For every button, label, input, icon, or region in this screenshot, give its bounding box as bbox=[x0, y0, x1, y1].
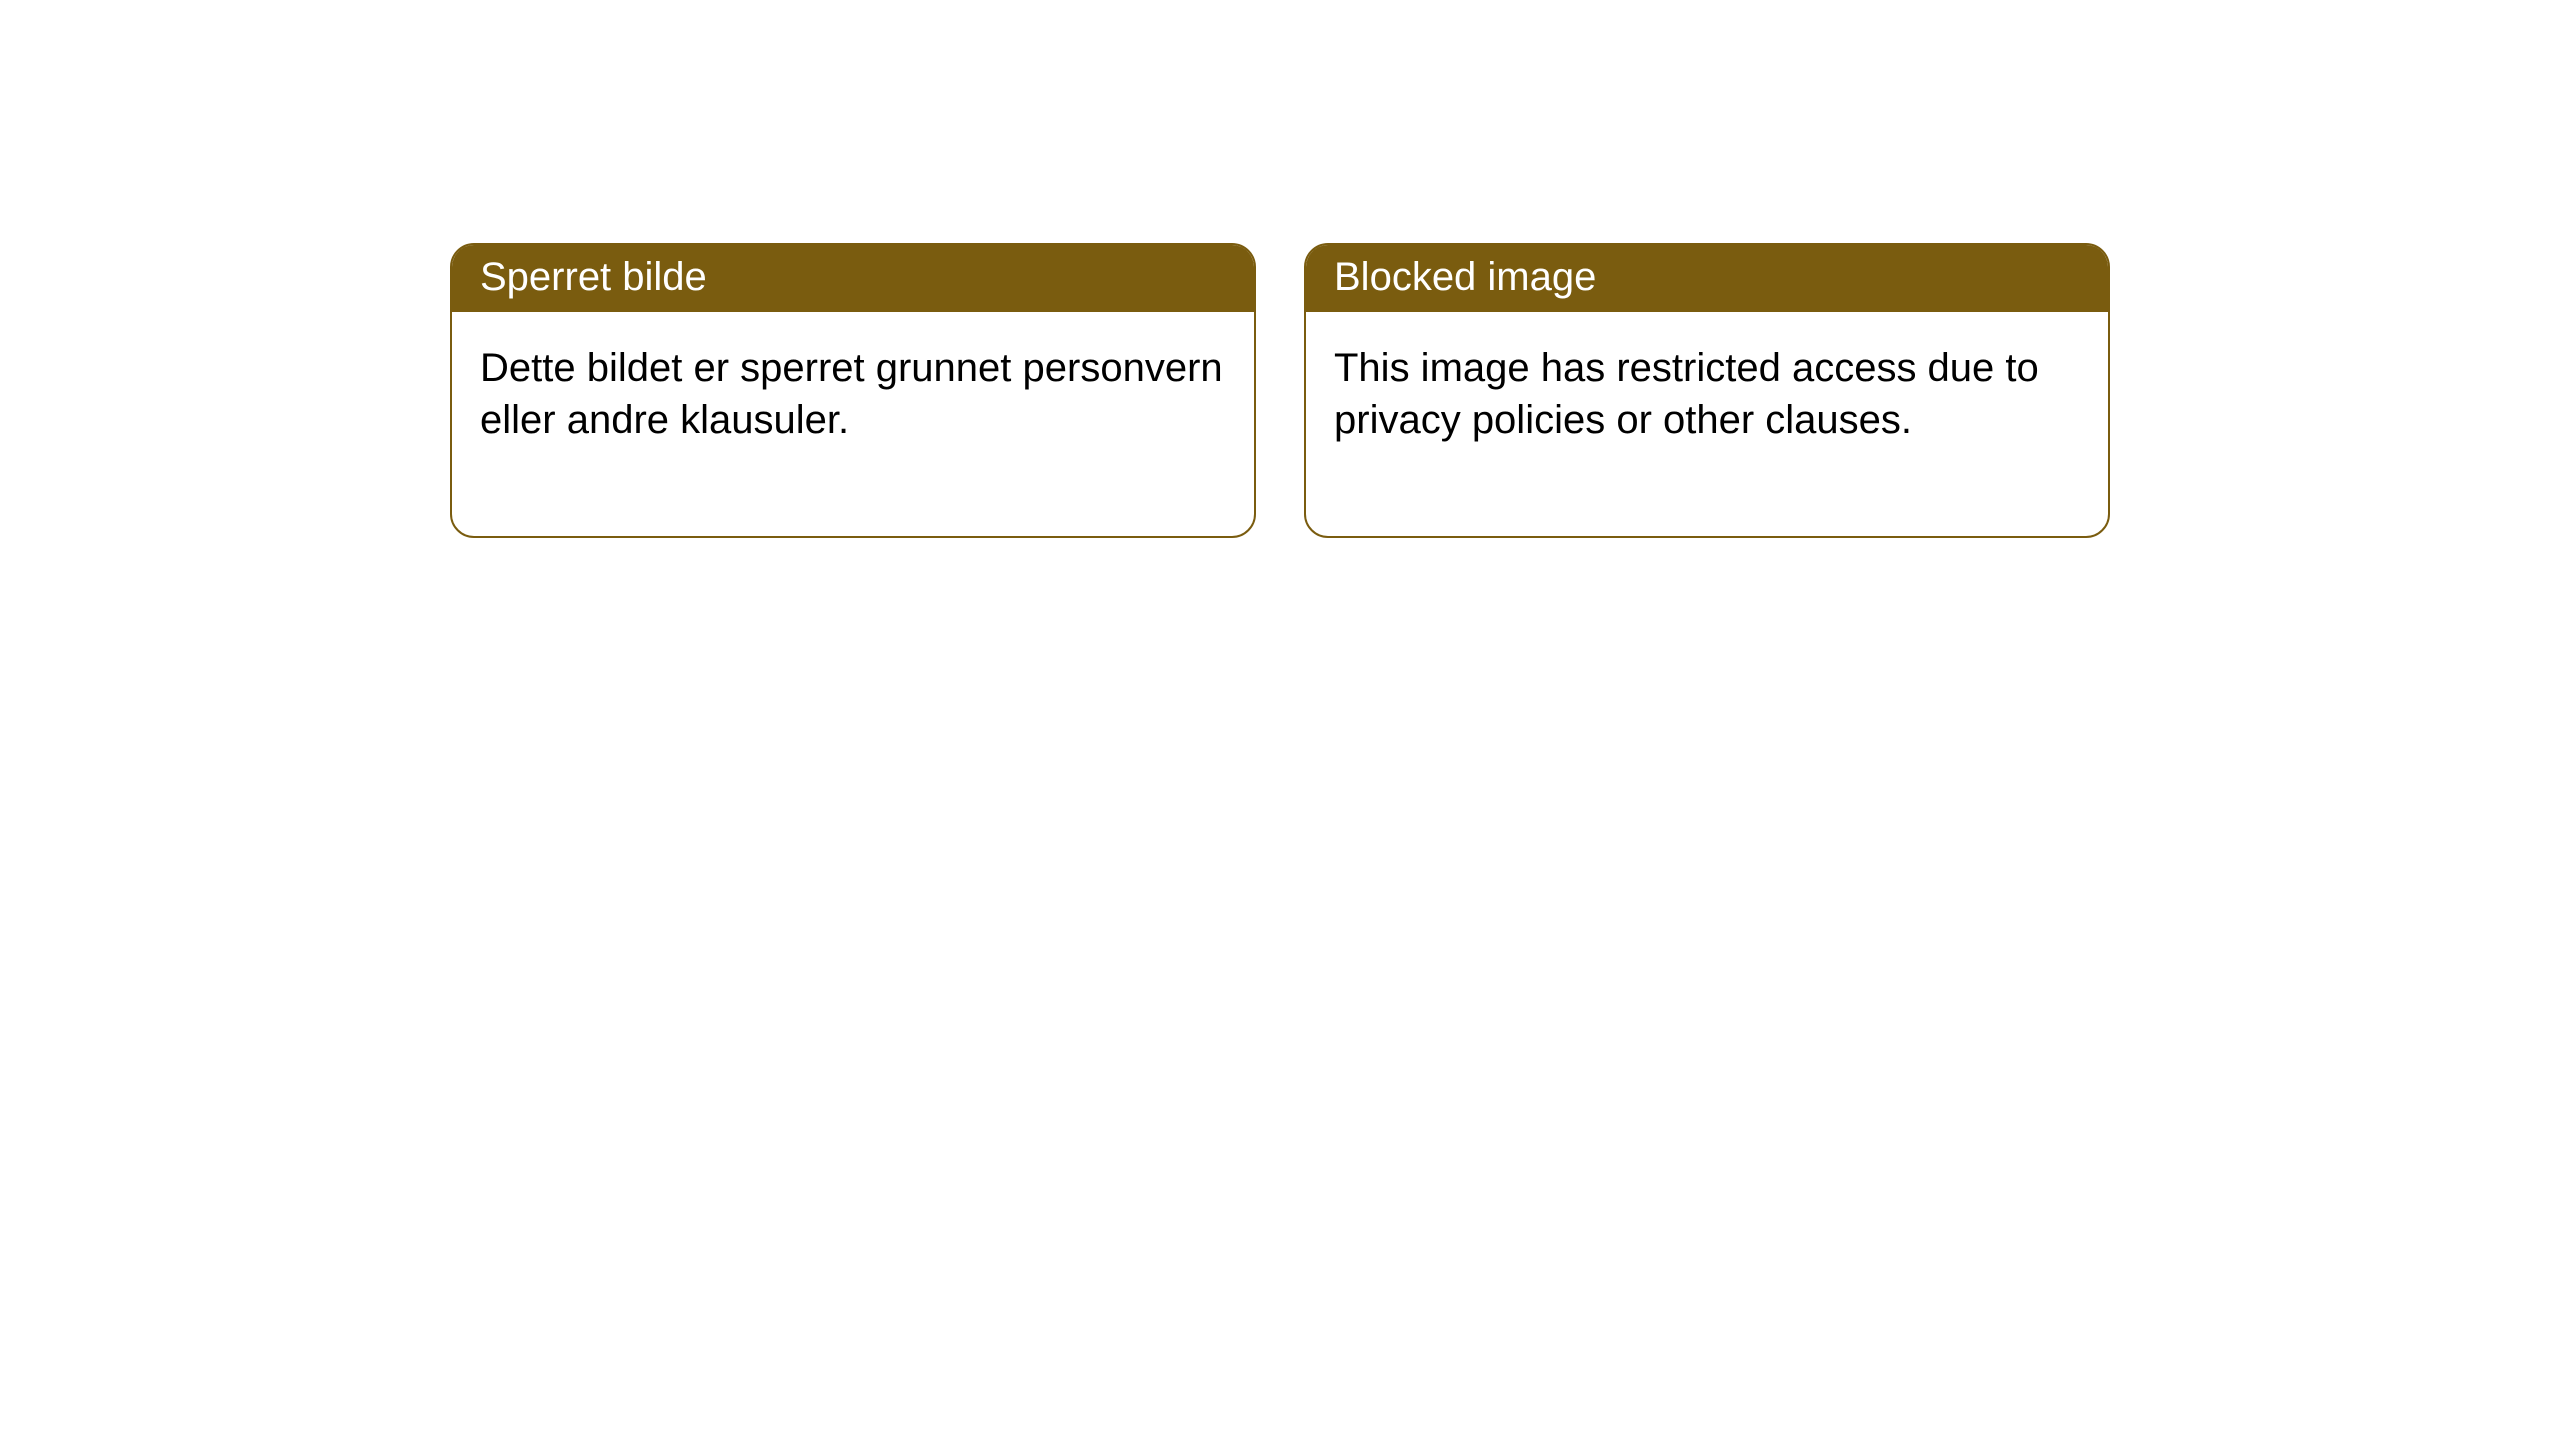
notice-title: Sperret bilde bbox=[480, 255, 707, 299]
notice-title: Blocked image bbox=[1334, 255, 1596, 299]
notice-card-english: Blocked image This image has restricted … bbox=[1304, 243, 2110, 538]
notice-card-norwegian: Sperret bilde Dette bildet er sperret gr… bbox=[450, 243, 1256, 538]
notice-body-text: Dette bildet er sperret grunnet personve… bbox=[480, 346, 1223, 442]
notice-body-text: This image has restricted access due to … bbox=[1334, 346, 2039, 442]
notice-body: This image has restricted access due to … bbox=[1306, 312, 2108, 536]
notice-body: Dette bildet er sperret grunnet personve… bbox=[452, 312, 1254, 536]
notice-header: Sperret bilde bbox=[452, 245, 1254, 312]
notice-container: Sperret bilde Dette bildet er sperret gr… bbox=[0, 0, 2560, 538]
notice-header: Blocked image bbox=[1306, 245, 2108, 312]
